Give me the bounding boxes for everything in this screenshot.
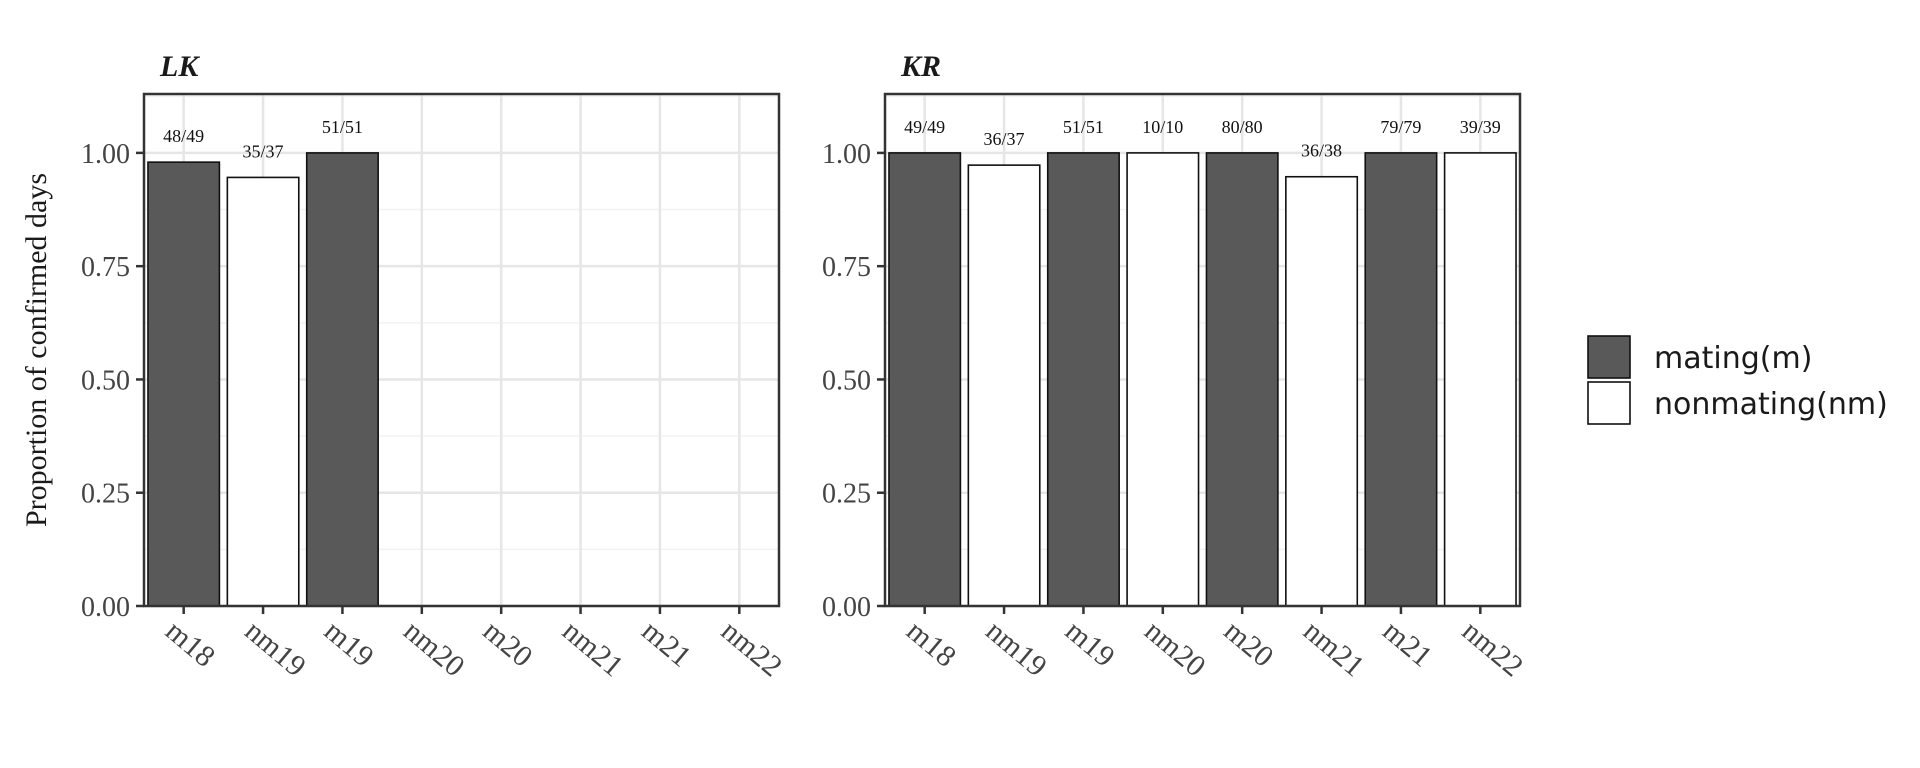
y-tick-label: 1.00 [81,139,130,170]
bar-m18 [888,152,962,607]
bar-data-label: 39/39 [1460,117,1501,137]
bar-data-label: 49/49 [904,117,945,137]
panels: 48/49 35/37 51/51 LK 0.00 0.25 0.50 0.75 1.00 m18… [81,50,1529,683]
x-tick-label: m21 [635,614,697,674]
x-tick-label: nm20 [1138,614,1212,683]
y-tick-label: 0.00 [822,592,871,623]
legend: mating(m) nonmating(nm) [1587,335,1888,425]
x-tick-label: nm19 [239,614,313,683]
x-tick-label: nm22 [715,614,789,683]
bar-nm19 [967,164,1041,607]
x-tick-label: m18 [900,614,962,674]
y-axis-label: Proportion of confirmed days [20,173,53,527]
y-tick-label: 0.25 [822,479,871,510]
x-tick-label: nm21 [1297,614,1371,683]
bar-nm20 [1126,152,1200,607]
panel-border [883,92,1522,608]
bar-nm19 [226,176,300,607]
bar-m18 [147,161,221,607]
bar-data-label: 48/49 [163,126,204,146]
y-tick-label: 0.50 [81,365,130,396]
panel-border [142,92,781,608]
bar-data-label: 36/37 [984,129,1025,149]
bar-nm22 [1443,152,1517,607]
bar-data-label: 79/79 [1380,117,1421,137]
bar-data-label: 36/38 [1301,141,1342,161]
x-tick-label: nm20 [397,614,471,683]
panel-title: KR [900,50,941,83]
bar-m19 [305,152,379,607]
x-tick-label: m18 [159,614,221,674]
bar-data-label: 80/80 [1222,117,1263,137]
x-tick-label: nm21 [556,614,630,683]
legend-item-mating: mating(m) [1587,335,1812,379]
bar-data-label: 35/37 [243,141,284,161]
x-tick-label: nm22 [1456,614,1530,683]
bar-m19 [1046,152,1120,607]
y-tick-label: 0.25 [81,479,130,510]
x-tick-label: m21 [1376,614,1438,674]
y-tick-label: 0.75 [81,252,130,283]
panel-lk: 48/49 35/37 51/51 LK 0.00 0.25 0.50 0.75 1.00 m18… [81,50,788,683]
legend-label: nonmating(nm) [1654,387,1888,422]
x-tick-label: m20 [1218,614,1280,674]
bar-data-label: 10/10 [1142,117,1183,137]
legend-swatch [1587,335,1631,379]
y-tick-label: 1.00 [822,139,871,170]
legend-swatch [1587,381,1631,425]
panel-kr: 49/49 36/37 51/51 10/10 80/80 36/38 79/79 39/39… [822,50,1529,683]
y-tick-label: 0.00 [81,592,130,623]
bar-data-label: 51/51 [1063,117,1104,137]
legend-item-nonmating: nonmating(nm) [1587,381,1888,425]
x-tick-label: nm19 [980,614,1054,683]
bar-m21 [1364,152,1438,607]
y-tick-label: 0.75 [822,252,871,283]
bar-nm21 [1285,175,1359,607]
y-tick-label: 0.50 [822,365,871,396]
bar-data-label: 51/51 [322,117,363,137]
x-tick-label: m19 [1059,614,1121,674]
panel-title: LK [159,50,200,83]
x-tick-label: m20 [477,614,539,674]
x-tick-label: m19 [318,614,380,674]
legend-label: mating(m) [1654,341,1812,376]
bar-m20 [1205,152,1279,607]
